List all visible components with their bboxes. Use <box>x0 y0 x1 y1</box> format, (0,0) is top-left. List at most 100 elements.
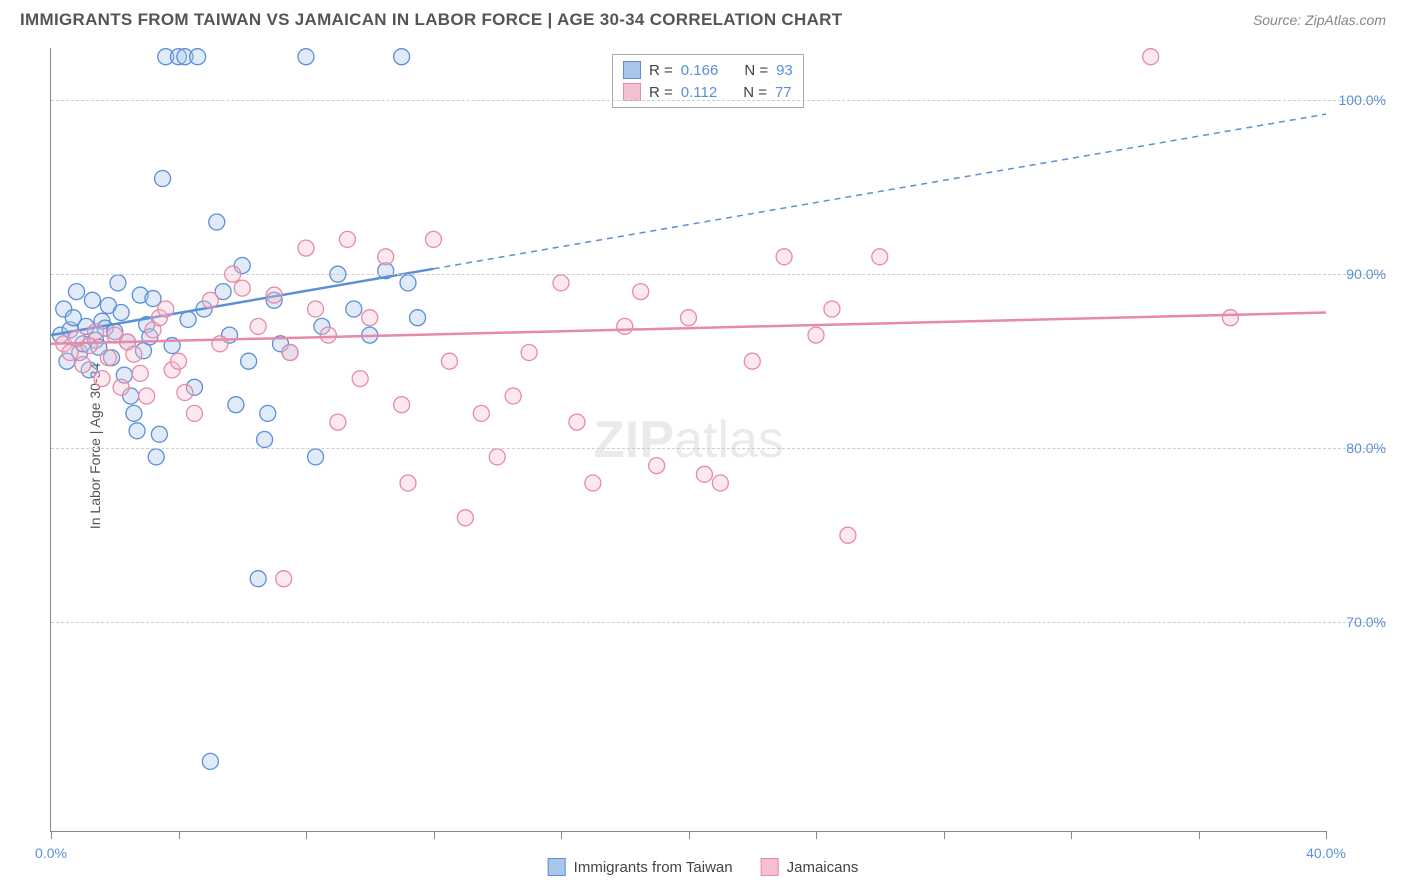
data-point <box>426 231 442 247</box>
data-point <box>212 336 228 352</box>
legend-item: Immigrants from Taiwan <box>548 858 733 876</box>
data-point <box>378 249 394 265</box>
data-point <box>88 324 104 340</box>
scatter-svg <box>51 48 1326 831</box>
data-point <box>75 357 91 373</box>
data-point <box>1143 49 1159 65</box>
data-point <box>129 423 145 439</box>
data-point <box>113 379 129 395</box>
data-point <box>585 475 601 491</box>
data-point <box>69 284 85 300</box>
data-point <box>649 458 665 474</box>
y-tick-label: 80.0% <box>1331 440 1386 456</box>
data-point <box>872 249 888 265</box>
data-point <box>202 753 218 769</box>
trend-line-extrapolated <box>434 114 1327 269</box>
x-tick <box>1326 831 1327 839</box>
data-point <box>139 388 155 404</box>
data-point <box>202 292 218 308</box>
data-point <box>840 527 856 543</box>
data-point <box>132 365 148 381</box>
data-point <box>712 475 728 491</box>
data-point <box>776 249 792 265</box>
data-point <box>352 371 368 387</box>
data-point <box>308 301 324 317</box>
data-point <box>400 275 416 291</box>
data-point <box>808 327 824 343</box>
data-point <box>241 353 257 369</box>
x-tick <box>306 831 307 839</box>
data-point <box>505 388 521 404</box>
data-point <box>362 310 378 326</box>
data-point <box>346 301 362 317</box>
data-point <box>276 571 292 587</box>
data-point <box>308 449 324 465</box>
data-point <box>400 475 416 491</box>
data-point <box>473 405 489 421</box>
data-point <box>553 275 569 291</box>
data-point <box>100 350 116 366</box>
x-tick <box>816 831 817 839</box>
data-point <box>457 510 473 526</box>
data-point <box>441 353 457 369</box>
legend-label: Immigrants from Taiwan <box>574 859 733 876</box>
data-point <box>410 310 426 326</box>
x-tick <box>1071 831 1072 839</box>
y-tick-label: 100.0% <box>1331 92 1386 108</box>
data-point <box>824 301 840 317</box>
data-point <box>126 346 142 362</box>
x-tick <box>689 831 690 839</box>
data-point <box>257 432 273 448</box>
data-point <box>282 345 298 361</box>
data-point <box>110 275 126 291</box>
data-point <box>177 385 193 401</box>
data-point <box>84 292 100 308</box>
data-point <box>521 345 537 361</box>
data-point <box>190 49 206 65</box>
data-point <box>171 353 187 369</box>
legend-row: R = 0.166 N = 93 <box>623 59 793 81</box>
data-point <box>489 449 505 465</box>
x-tick <box>944 831 945 839</box>
x-tick-label: 0.0% <box>35 845 67 861</box>
data-point <box>339 231 355 247</box>
data-point <box>234 280 250 296</box>
x-tick-label: 40.0% <box>1306 845 1346 861</box>
x-tick <box>561 831 562 839</box>
data-point <box>330 414 346 430</box>
legend-r-label: R = <box>649 62 673 79</box>
data-point <box>126 405 142 421</box>
chart-header: IMMIGRANTS FROM TAIWAN VS JAMAICAN IN LA… <box>0 0 1406 36</box>
legend-n-value: 93 <box>776 62 793 79</box>
source-attribution: Source: ZipAtlas.com <box>1253 12 1386 28</box>
data-point <box>113 304 129 320</box>
data-point <box>266 287 282 303</box>
data-point <box>617 318 633 334</box>
data-point <box>394 397 410 413</box>
data-point <box>298 240 314 256</box>
data-point <box>298 49 314 65</box>
data-point <box>250 571 266 587</box>
data-point <box>681 310 697 326</box>
legend-label: Jamaicans <box>787 859 859 876</box>
data-point <box>696 466 712 482</box>
data-point <box>155 171 171 187</box>
legend-r-value: 0.166 <box>681 62 719 79</box>
data-point <box>209 214 225 230</box>
data-point <box>186 405 202 421</box>
y-tick-label: 70.0% <box>1331 614 1386 630</box>
legend-n-value: 77 <box>775 84 792 101</box>
legend-n-label: N = <box>744 62 768 79</box>
legend-swatch <box>548 858 566 876</box>
data-point <box>228 397 244 413</box>
legend-item: Jamaicans <box>761 858 859 876</box>
legend-r-label: R = <box>649 84 673 101</box>
legend-r-value: 0.112 <box>681 84 717 101</box>
data-point <box>633 284 649 300</box>
data-point <box>260 405 276 421</box>
data-point <box>744 353 760 369</box>
legend-swatch <box>623 83 641 101</box>
data-point <box>320 327 336 343</box>
data-point <box>1222 310 1238 326</box>
data-point <box>148 449 164 465</box>
